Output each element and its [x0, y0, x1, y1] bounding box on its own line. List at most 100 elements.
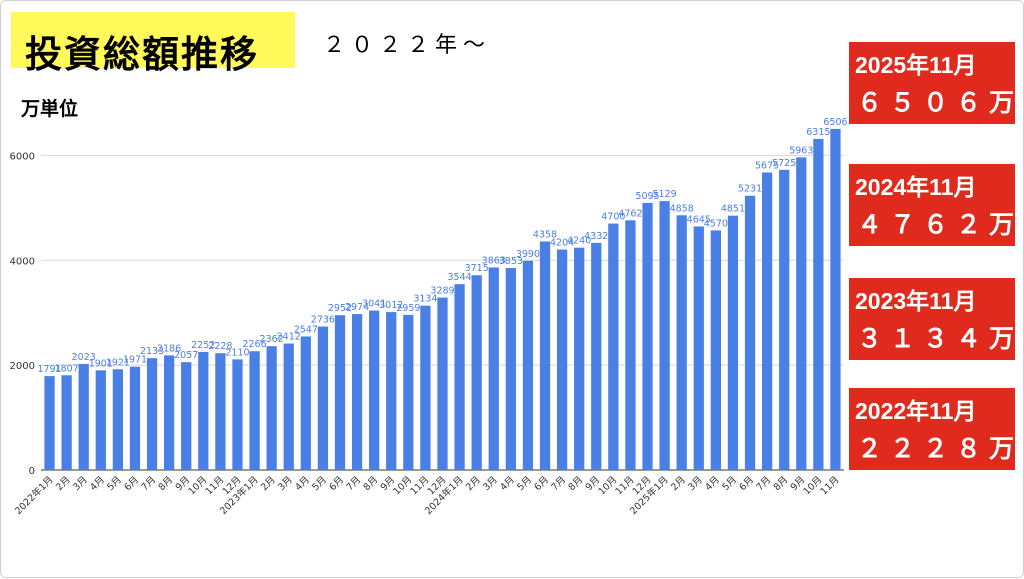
- x-tick-label: 8月: [362, 474, 381, 493]
- data-label: 4645: [687, 214, 711, 225]
- bar: [266, 346, 277, 470]
- bar: [44, 376, 55, 470]
- bar: [283, 343, 294, 470]
- bar: [574, 247, 585, 470]
- data-label: 2362: [260, 334, 284, 345]
- x-tick-label: 4月: [703, 474, 722, 493]
- bar: [61, 375, 72, 470]
- callout-date: 2024年11月: [855, 174, 977, 200]
- x-tick-label: 7月: [344, 474, 363, 493]
- callout-2025-11: 2025年11月 ６５０６万: [849, 42, 1015, 124]
- x-tick-label: 7月: [549, 474, 568, 493]
- x-tick-label: 6月: [122, 474, 141, 493]
- x-tick-label: 2月: [669, 474, 688, 493]
- x-tick-label: 4月: [498, 474, 517, 493]
- data-label: 4240: [567, 236, 591, 247]
- bar: [539, 241, 551, 470]
- data-label: 3041: [362, 299, 386, 310]
- chart-title: 投資総額推移: [25, 33, 259, 76]
- x-tick-label: 5月: [105, 474, 124, 493]
- callout-amount: ６５０６万: [857, 88, 1023, 117]
- bar: [693, 226, 704, 470]
- x-tick-label: 3月: [71, 474, 90, 493]
- x-tick-label: 2月: [464, 474, 483, 493]
- title-highlight: 投資総額推移: [11, 12, 295, 76]
- data-label: 3012: [379, 300, 403, 311]
- bar: [522, 260, 534, 470]
- x-tick-label: 5月: [310, 474, 329, 493]
- x-tick-label: 6月: [532, 474, 551, 493]
- data-label: 2547: [294, 324, 318, 335]
- data-label: 4851: [721, 204, 745, 215]
- data-label: 6506: [823, 117, 847, 128]
- bar: [796, 157, 807, 471]
- bar: [403, 314, 414, 470]
- data-label: 5095: [635, 191, 659, 202]
- data-label: 3863: [482, 255, 506, 266]
- bar: [129, 366, 141, 470]
- y-tick-label: 6000: [10, 151, 35, 162]
- bar: [95, 370, 106, 470]
- bar: [112, 369, 124, 470]
- bar: [642, 202, 653, 470]
- bar: [334, 315, 346, 470]
- bar: [813, 138, 824, 470]
- y-tick-label: 4000: [10, 256, 35, 267]
- data-label: 6315: [806, 127, 830, 138]
- x-tick-label: 7月: [139, 474, 158, 493]
- bar: [830, 128, 841, 470]
- x-tick-label: 3月: [276, 474, 295, 493]
- data-label: 2736: [311, 315, 335, 326]
- bar: [710, 230, 721, 470]
- bar: [454, 284, 465, 470]
- bar: [215, 353, 226, 470]
- data-label: 4700: [601, 212, 625, 223]
- callout-amount: ３１３４万: [857, 324, 1023, 353]
- bar: [591, 242, 602, 470]
- data-label: 3990: [516, 249, 540, 260]
- x-tick-label: 3月: [686, 474, 705, 493]
- unit-label: 万単位: [21, 98, 79, 120]
- bar: [779, 169, 790, 470]
- x-tick-label: 2月: [259, 474, 278, 493]
- x-tick-label: 2022年1月: [12, 474, 55, 517]
- x-tick-label: 3月: [481, 474, 500, 493]
- data-label: 5725: [772, 158, 796, 169]
- bar: [386, 312, 397, 470]
- x-tick-label: 4月: [88, 474, 107, 493]
- data-label: 4762: [618, 208, 642, 219]
- data-label: 1901: [89, 358, 113, 369]
- data-label: 2133: [140, 346, 164, 357]
- x-tick-label: 6月: [737, 474, 756, 493]
- bar: [437, 297, 448, 470]
- bar: [232, 359, 243, 470]
- y-tick-label: 2000: [10, 361, 35, 372]
- bar: [146, 358, 158, 470]
- bar: [198, 351, 209, 470]
- bar: [300, 336, 311, 470]
- data-label: 2057: [174, 350, 198, 361]
- data-label: 5231: [738, 184, 762, 195]
- x-tick-label: 5月: [515, 474, 534, 493]
- data-label: 2023: [72, 352, 96, 363]
- callout-date: 2022年11月: [855, 398, 977, 424]
- callout-2023-11: 2023年11月 ３１３４万: [849, 278, 1015, 360]
- callout-amount: ２２２８万: [857, 434, 1023, 463]
- x-tick-label: 8月: [567, 474, 586, 493]
- x-tick-label: 11月: [819, 474, 842, 497]
- x-tick-label: 8月: [156, 474, 175, 493]
- bar: [181, 362, 192, 470]
- data-label: 4570: [704, 218, 728, 229]
- bar: [78, 363, 89, 470]
- x-tick-label: 4月: [293, 474, 312, 493]
- x-tick-label: 7月: [754, 474, 773, 493]
- data-label: 2974: [345, 302, 369, 313]
- data-label: 3544: [447, 272, 471, 283]
- data-label: 2252: [191, 340, 215, 351]
- data-label: 3134: [413, 294, 437, 305]
- data-label: 2266: [242, 339, 266, 350]
- data-label: 5129: [653, 189, 677, 200]
- data-label: 1921: [106, 357, 130, 368]
- data-label: 5675: [755, 160, 779, 171]
- data-label: 4858: [670, 203, 694, 214]
